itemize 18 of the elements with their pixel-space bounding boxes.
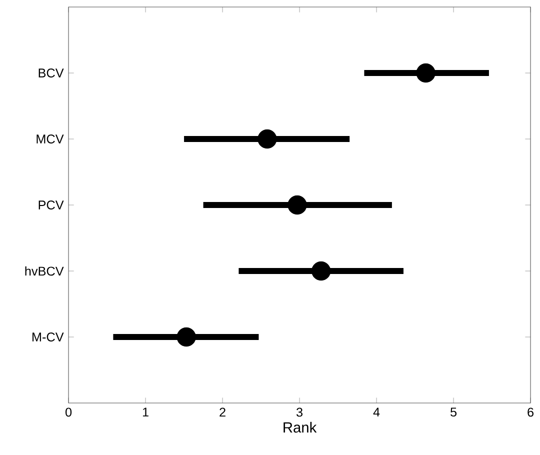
x-tick-label: 0	[66, 408, 72, 417]
x-tick-label: 4	[373, 408, 380, 416]
x-tick-label: 1	[142, 408, 148, 416]
y-tick-label: BCV	[38, 68, 64, 78]
point	[258, 129, 277, 149]
x-tick-label: 2	[220, 408, 226, 417]
y-tick-label: MCV	[36, 134, 64, 144]
point	[416, 63, 436, 83]
y-tick-label: M-CV	[32, 332, 64, 342]
x-axis-title: Rank	[284, 422, 317, 433]
x-tick-label: 6	[528, 408, 534, 417]
y-tick-label: PCV	[38, 200, 64, 210]
point	[176, 327, 196, 347]
x-tick-label: 5	[450, 408, 457, 417]
x-tick-label: 3	[296, 408, 302, 417]
point	[288, 195, 307, 215]
point	[311, 261, 331, 281]
y-tick-label: hvBCV	[25, 266, 64, 276]
